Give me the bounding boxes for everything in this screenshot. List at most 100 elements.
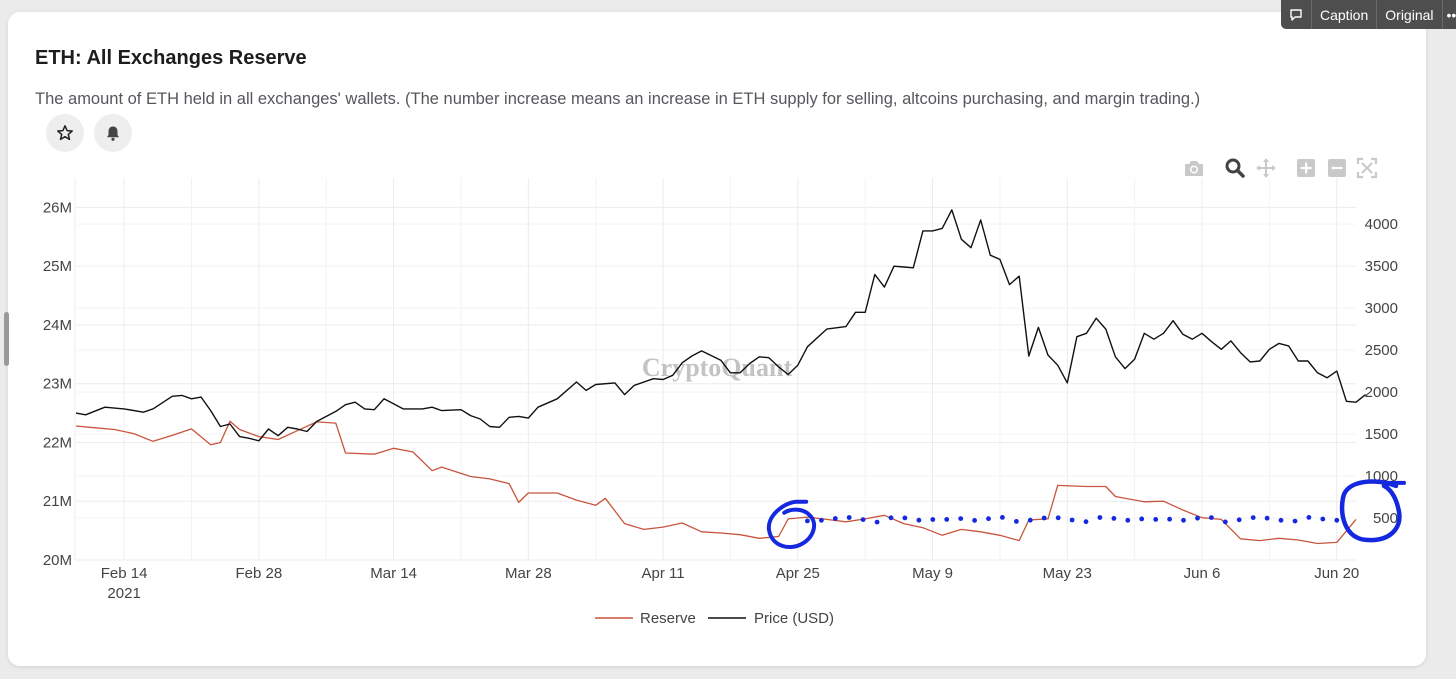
y-tick-label-right: 2000 (1365, 384, 1398, 401)
x-tick-label: May 9 (912, 565, 953, 582)
annotation-dot (1069, 517, 1075, 523)
camera-icon[interactable] (1182, 157, 1206, 179)
annotation-dot (1027, 517, 1033, 523)
annotation-dot (805, 518, 810, 524)
annotation-dot (1222, 519, 1228, 525)
y-tick-label-right: 1500 (1365, 426, 1398, 443)
annotation-dot (1306, 515, 1312, 520)
x-axis: Feb 14 2021 Feb 28 Mar 14 Mar 28 Apr 11 Apr 25… (101, 565, 1360, 602)
chart-card (8, 12, 1426, 666)
zoom-in-icon[interactable] (1296, 158, 1316, 178)
annotation-dot (1041, 515, 1047, 521)
annotation-dot (874, 519, 880, 525)
annotation-dot (1167, 516, 1172, 522)
annotation-dot (832, 516, 838, 521)
annotation-dot (846, 515, 852, 520)
y-tick-label-right: 500 (1373, 510, 1398, 527)
x-tick-label: Apr 25 (776, 565, 820, 582)
chart-grid (74, 178, 1356, 561)
legend[interactable]: Reserve Price (USD) (595, 610, 834, 627)
x-tick-label: Jun 6 (1184, 565, 1221, 582)
annotation-dot (916, 517, 922, 523)
annotation-dot (958, 516, 964, 521)
favorite-button[interactable] (46, 114, 84, 152)
x-tick-label: Apr 11 (642, 565, 685, 582)
autoscale-icon[interactable] (1356, 157, 1378, 179)
series-layer (75, 209, 1367, 545)
chart-description: The amount of ETH held in all exchanges'… (35, 90, 1201, 108)
comment-button[interactable] (1281, 0, 1311, 29)
x-tick-label: Jun 20 (1314, 565, 1359, 582)
y-tick-label-left: 25M (43, 258, 72, 275)
legend-price-label[interactable]: Price (USD) (754, 610, 834, 627)
annotation-dot (1181, 517, 1186, 523)
y-tick-label-left: 26M (43, 199, 72, 216)
annotation-dot (1209, 515, 1214, 520)
legend-reserve-label[interactable]: Reserve (640, 610, 696, 627)
x-tick-label: Mar 14 (370, 565, 417, 582)
annotation-dot (930, 517, 936, 522)
annotation-dot (860, 517, 866, 522)
x-tick-label: Mar 28 (505, 565, 552, 582)
y-tick-label-left: 20M (43, 552, 72, 569)
annotation-layer (766, 479, 1406, 549)
annotation-dot (1111, 516, 1117, 521)
annotation-dot (1334, 517, 1340, 523)
y-tick-label-right: 3000 (1365, 300, 1398, 317)
series-reserve-line (75, 420, 1357, 545)
annotation-dot (902, 515, 908, 521)
bell-icon (107, 126, 119, 141)
annotation-dot (1195, 515, 1200, 521)
annotation-circle-left (766, 499, 817, 549)
y-axis-left: 20M 21M 22M 23M 24M 25M 26M (43, 199, 72, 569)
annotation-dot (1055, 515, 1061, 521)
annotation-dot (1236, 517, 1242, 523)
annotation-dot (1014, 519, 1019, 524)
annotation-dot (1097, 515, 1103, 520)
sidebar-resize-handle[interactable] (4, 312, 9, 366)
annotation-dot (1153, 517, 1159, 522)
annotation-dot (819, 517, 824, 523)
y-tick-label-right: 2500 (1365, 342, 1398, 359)
annotation-circle-right (1339, 479, 1402, 543)
annotation-dot (986, 516, 991, 522)
zoom-out-icon[interactable] (1327, 158, 1347, 178)
annotation-dot (1125, 517, 1131, 523)
annotation-dot (1000, 515, 1005, 520)
y-tick-label-right: 3500 (1365, 258, 1398, 275)
chart-modebar (1180, 156, 1380, 180)
y-tick-label-left: 23M (43, 376, 72, 393)
top-toolbar: Caption Original •• (1281, 0, 1456, 29)
more-button[interactable]: •• (1441, 0, 1456, 29)
pan-icon[interactable] (1254, 157, 1278, 179)
annotation-dot (1139, 516, 1145, 522)
annotation-dot (944, 517, 950, 522)
y-tick-label-left: 24M (43, 317, 72, 334)
x-tick-label: May 23 (1043, 565, 1092, 582)
annotation-dot (1278, 517, 1284, 523)
annotation-dot (1292, 518, 1298, 524)
page-title: ETH: All Exchanges Reserve (35, 47, 307, 69)
annotation-dot (1264, 515, 1270, 521)
annotation-dot (1320, 516, 1326, 522)
caption-button[interactable]: Caption (1311, 0, 1376, 29)
zoom-icon[interactable] (1223, 157, 1247, 179)
annotation-dot (1250, 515, 1256, 520)
series-price-line (75, 209, 1367, 442)
y-tick-label-right: 4000 (1365, 216, 1398, 233)
y-tick-label-left: 22M (43, 434, 72, 451)
y-tick-label-left: 21M (43, 493, 72, 510)
x-tick-label: Feb 28 (236, 565, 283, 582)
comment-icon (1290, 8, 1302, 21)
watermark: CryptoQuant (642, 353, 793, 382)
star-icon (57, 125, 73, 141)
annotation-dot (888, 515, 894, 521)
x-tick-label: Feb 14 (101, 565, 148, 582)
x-tick-sublabel: 2021 (107, 585, 140, 602)
annotation-dot (972, 518, 977, 523)
annotation-dot (1083, 519, 1089, 525)
original-button[interactable]: Original (1376, 0, 1441, 29)
alert-button[interactable] (94, 114, 132, 152)
